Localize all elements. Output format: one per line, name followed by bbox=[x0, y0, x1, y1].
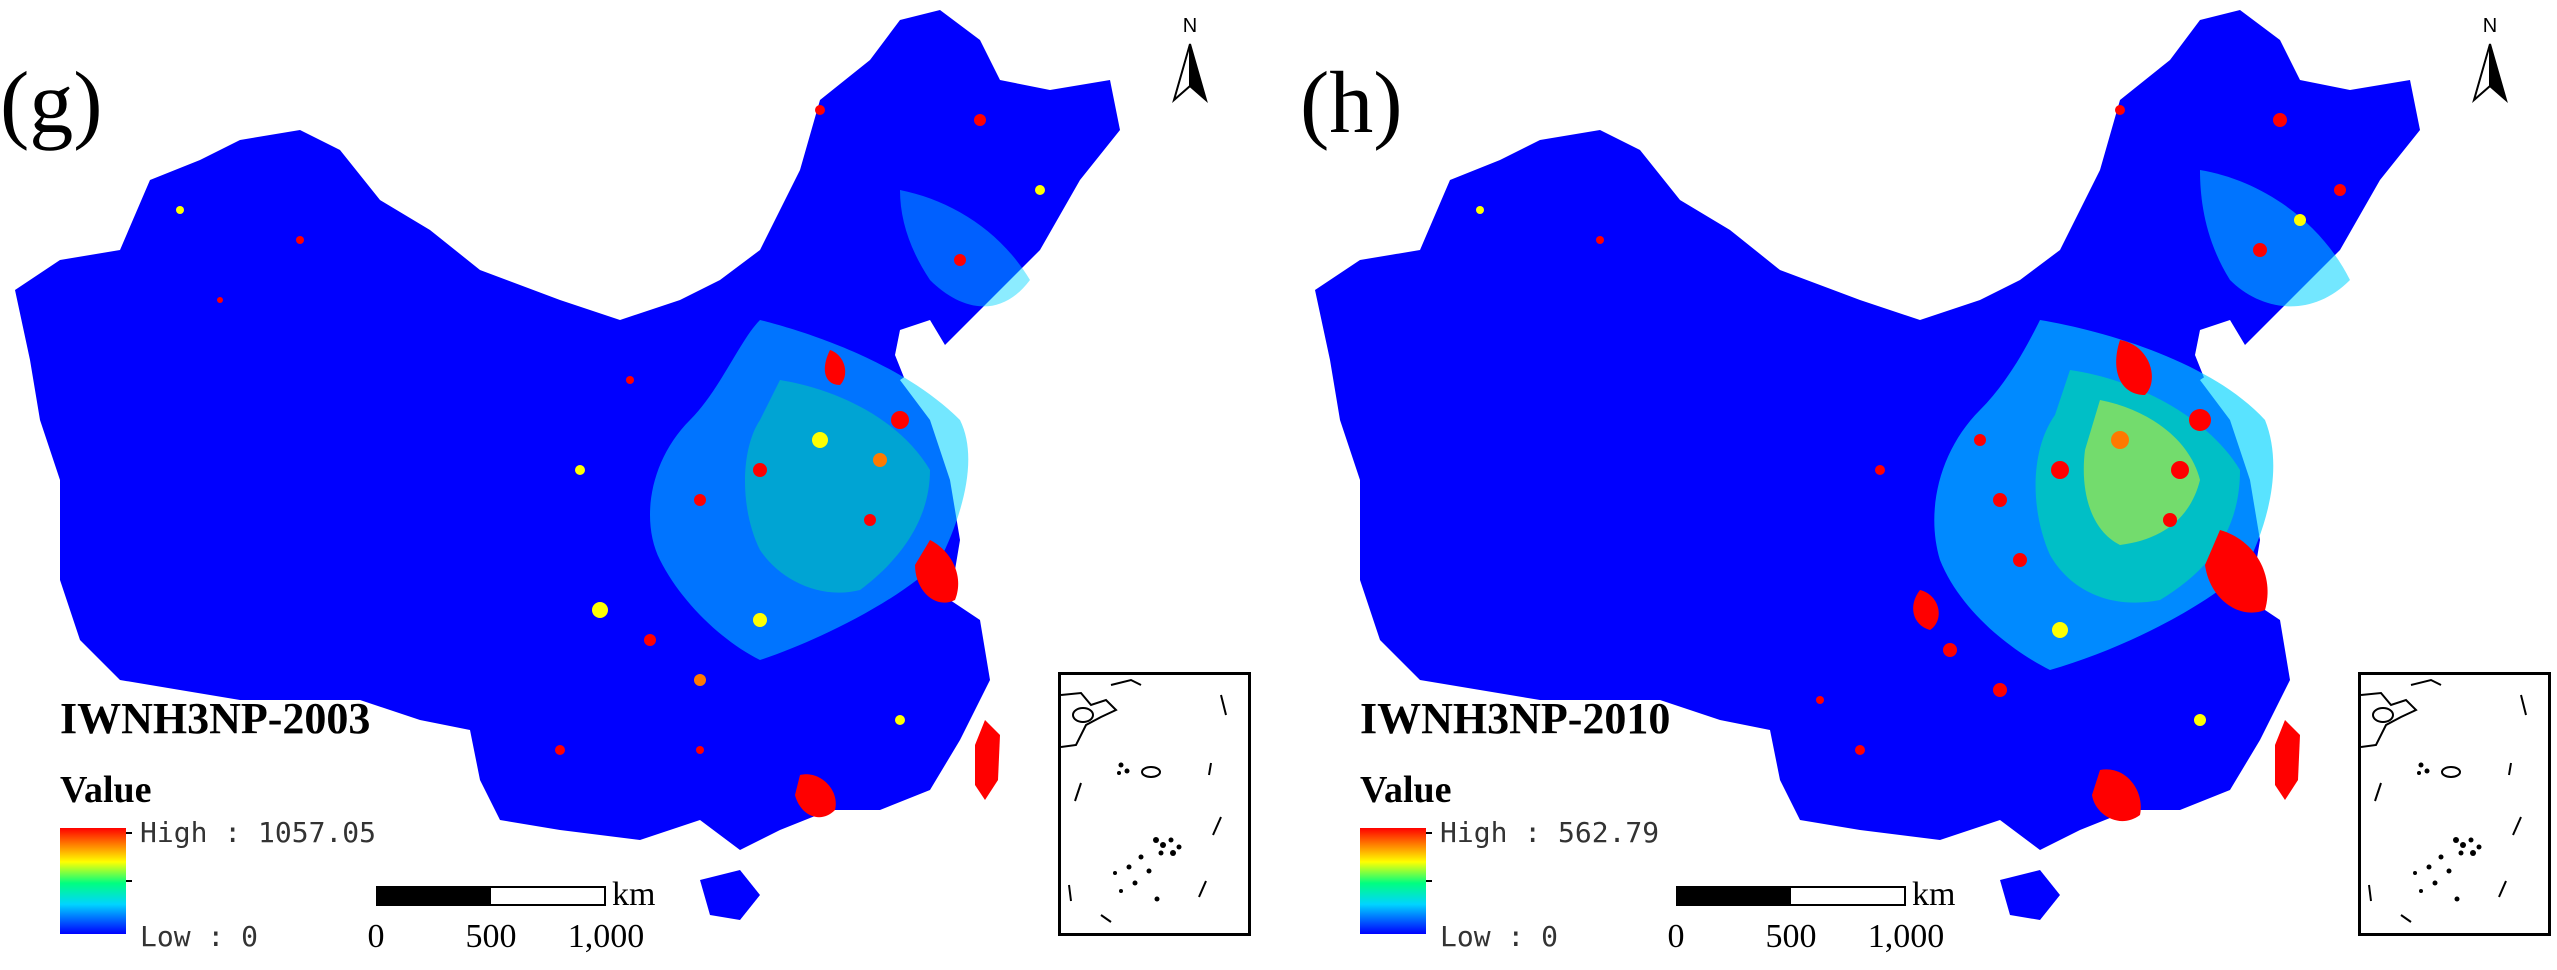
hainan-island bbox=[2000, 870, 2060, 920]
legend-high-label: High : 1057.05 bbox=[140, 816, 377, 849]
china-map-2003 bbox=[15, 10, 1120, 920]
scale-bar bbox=[1676, 886, 1906, 906]
scale-unit: km bbox=[1912, 876, 1956, 913]
south-china-sea-inset bbox=[1058, 672, 1251, 936]
map-title: IWNH3NP-2003 bbox=[60, 694, 371, 743]
country-shape bbox=[15, 10, 1120, 850]
panel-label: (h) bbox=[1300, 55, 1403, 152]
legend-low-label: Low : 0 bbox=[140, 920, 259, 953]
north-label: N bbox=[1183, 15, 1197, 37]
scale-unit: km bbox=[612, 876, 656, 913]
china-map-2010 bbox=[1315, 10, 2420, 920]
intensity-hotspots bbox=[1476, 105, 2350, 822]
scale-bar bbox=[376, 886, 606, 906]
inset-map bbox=[1060, 678, 1227, 923]
taiwan-island bbox=[2275, 720, 2300, 800]
legend-tick-high bbox=[126, 832, 132, 834]
scale-tick-500: 500 bbox=[465, 918, 517, 955]
south-china-sea-inset bbox=[2358, 672, 2551, 936]
scale-tick-0: 0 bbox=[367, 918, 385, 955]
bohai-sea bbox=[2195, 320, 2245, 380]
scale-tick-1000: 1,000 bbox=[1867, 918, 1945, 955]
map-panel-h: (h) IWNH3NP-2010 Value High : 562.79 Low… bbox=[1300, 0, 2557, 970]
map-panel-g: (g) IWNH3NP-2003 Value High : 1057.05 Lo… bbox=[0, 0, 1278, 970]
legend-color-ramp bbox=[60, 828, 126, 934]
taiwan-island bbox=[975, 720, 1000, 800]
hainan-island bbox=[700, 870, 760, 920]
north-label: N bbox=[2483, 15, 2497, 37]
country-shape bbox=[1315, 10, 2420, 850]
legend-high-label: High : 562.79 bbox=[1440, 816, 1660, 849]
north-arrow-icon: N bbox=[2472, 15, 2508, 103]
legend-low-label: Low : 0 bbox=[1440, 920, 1559, 953]
legend-tick-mid bbox=[126, 880, 132, 882]
legend-heading: Value bbox=[60, 769, 152, 811]
scale-tick-1000: 1,000 bbox=[567, 918, 645, 955]
map-title: IWNH3NP-2010 bbox=[1360, 694, 1671, 743]
scale-tick-500: 500 bbox=[1765, 918, 1817, 955]
panel-label: (g) bbox=[0, 55, 103, 152]
intensity-hotspots bbox=[176, 105, 1045, 818]
bohai-sea bbox=[895, 320, 945, 380]
scale-tick-0: 0 bbox=[1667, 918, 1685, 955]
legend-color-ramp bbox=[1360, 828, 1426, 934]
legend-heading: Value bbox=[1360, 769, 1452, 811]
inset-map bbox=[2360, 678, 2527, 923]
legend-tick-mid bbox=[1426, 880, 1432, 882]
legend-tick-high bbox=[1426, 832, 1432, 834]
north-arrow-icon: N bbox=[1172, 15, 1208, 103]
